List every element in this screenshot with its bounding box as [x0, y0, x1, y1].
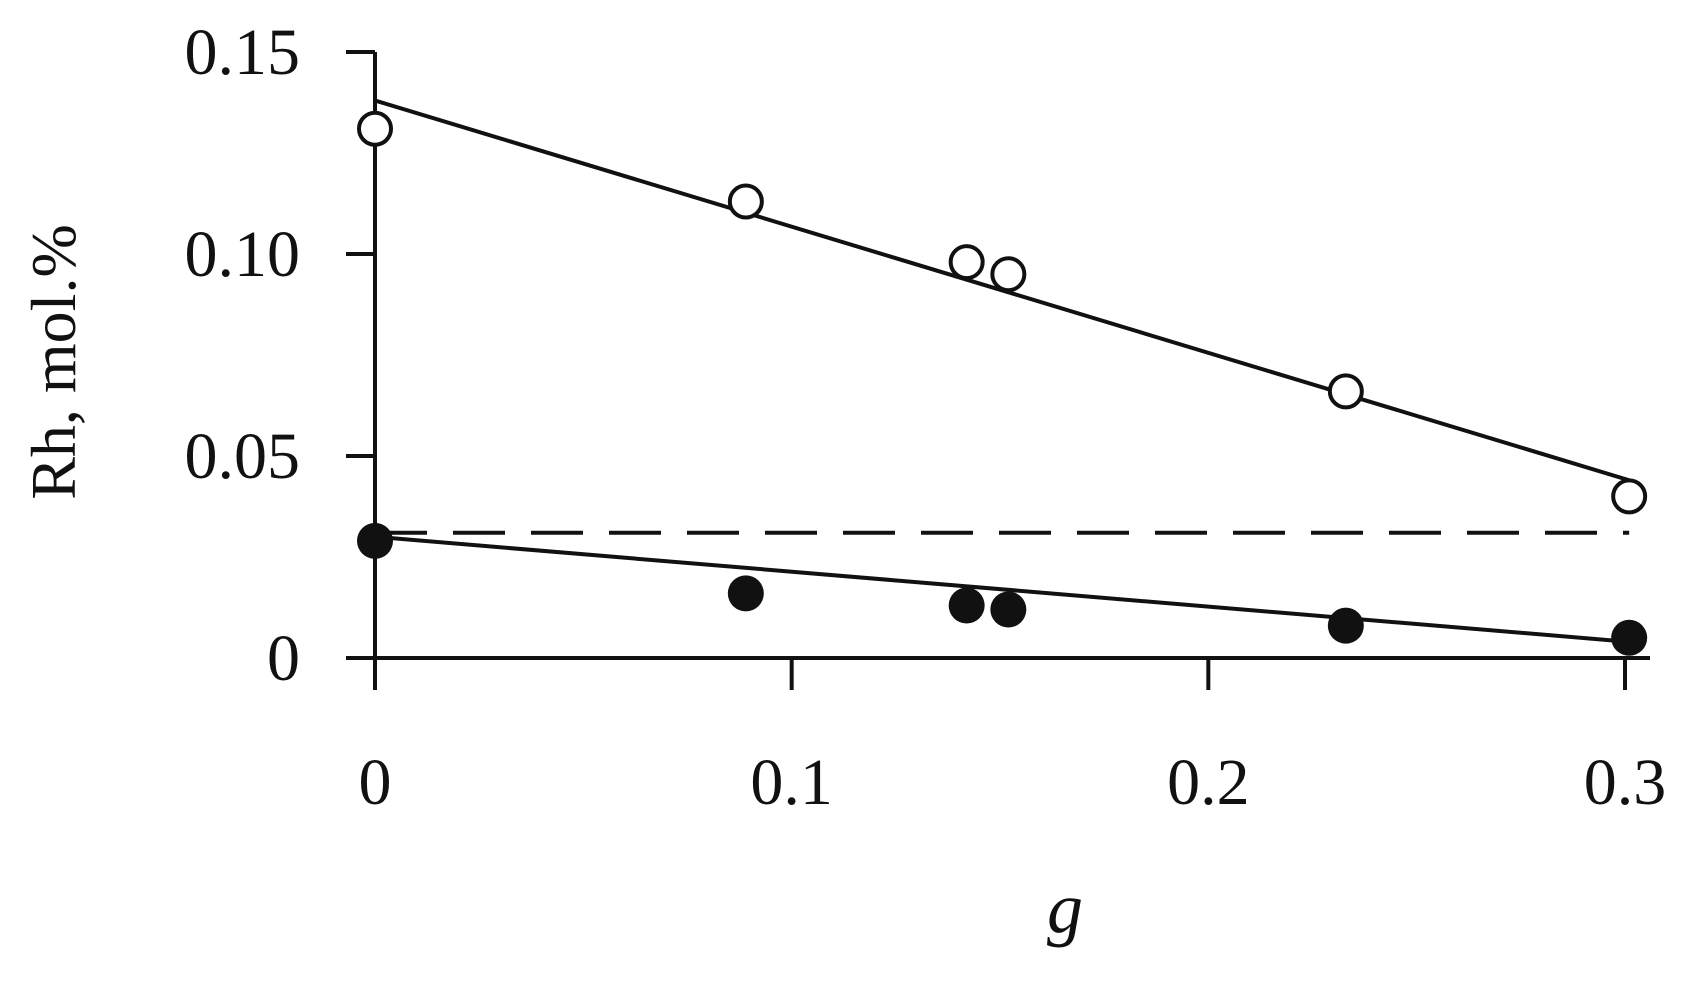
filled-data-point — [1611, 619, 1648, 656]
filled-data-point — [990, 591, 1027, 628]
x-tick-label: 0.2 — [1167, 746, 1250, 819]
y-tick-label: 0 — [267, 622, 300, 695]
open-data-point — [948, 244, 985, 281]
open-data-point — [727, 183, 764, 220]
x-tick-label: 0.3 — [1584, 746, 1667, 819]
ticks: 0 0.05 0.10 0.15 0 0.1 0.2 0.3 — [185, 16, 1667, 819]
y-tick-label: 0.05 — [185, 420, 301, 493]
open-data-point — [1327, 373, 1364, 410]
y-tick-label: 0.10 — [185, 218, 301, 291]
y-tick-label: 0.15 — [185, 16, 301, 89]
x-tick-label: 0 — [359, 746, 392, 819]
y-axis-title: Rh, mol.% — [18, 224, 89, 500]
axes — [346, 52, 1650, 690]
open-data-point — [357, 110, 393, 147]
filled-data-point — [357, 522, 393, 559]
open-data-point — [990, 256, 1027, 293]
fit-line — [374, 534, 1630, 644]
filled-data-point — [948, 587, 985, 624]
x-tick-label: 0.1 — [750, 746, 833, 819]
fit-lines — [374, 98, 1630, 644]
open-data-point — [1611, 478, 1648, 515]
x-axis-title: g — [1047, 868, 1083, 948]
filled-data-point — [727, 575, 764, 612]
data-points — [357, 110, 1648, 656]
filled-data-point — [1327, 607, 1364, 644]
